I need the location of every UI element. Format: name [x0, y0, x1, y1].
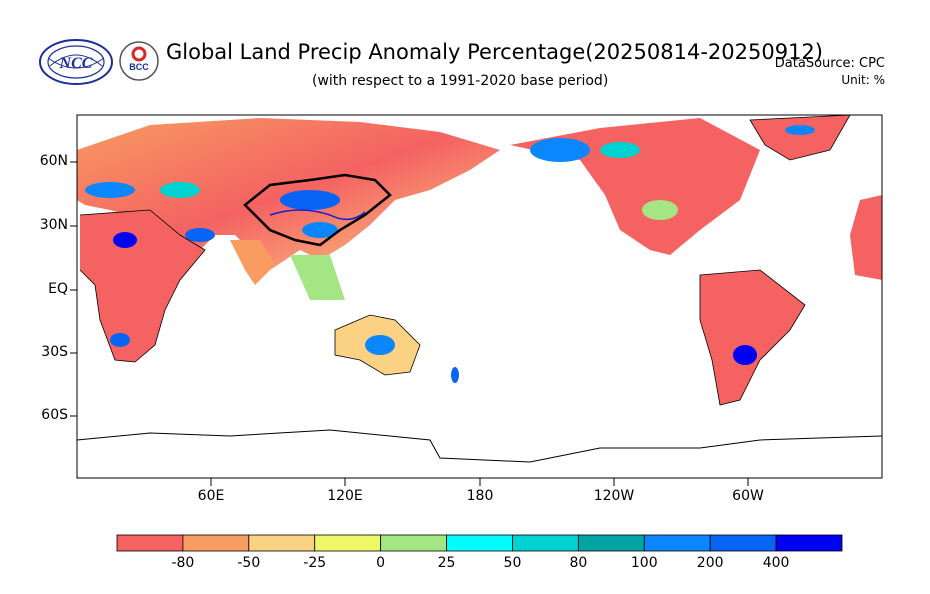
map-title: Global Land Precip Anomaly Percentage(20… — [166, 40, 823, 64]
colorbar-swatch — [248, 534, 316, 552]
colorbar-swatch — [446, 534, 513, 552]
colorbar-tick-label: 50 — [503, 555, 522, 571]
lon-label-60w: 60W — [732, 488, 764, 504]
lat-label-60n: 60N — [39, 153, 68, 169]
colorbar-tick-label: 0 — [376, 555, 386, 571]
colorbar-tick-label: -25 — [303, 555, 327, 571]
unit-label: Unit: % — [841, 73, 885, 87]
bcc-logo: BCC — [119, 41, 159, 81]
lat-label-30s: 30S — [41, 344, 68, 360]
data-source: DataSource: CPC — [774, 56, 885, 71]
colorbar-swatch — [577, 534, 645, 552]
antarctica-coastline — [76, 429, 883, 463]
lat-label-60s: 60S — [41, 407, 68, 423]
map-subtitle: (with respect to a 1991-2020 base period… — [312, 73, 609, 89]
colorbar-swatch — [380, 534, 447, 552]
colorbar-swatch — [775, 534, 843, 552]
colorbar-swatch — [643, 534, 711, 552]
colorbar-tick-label: 100 — [630, 555, 658, 571]
lon-label-120e: 120E — [327, 488, 363, 504]
colorbar-swatch — [116, 534, 184, 552]
colorbar-swatch — [512, 534, 579, 552]
ncc-logo-text: NCC — [59, 55, 93, 72]
lon-ticks — [210, 478, 749, 486]
china-boundary — [243, 173, 392, 247]
colorbar-swatch — [314, 534, 382, 552]
ncc-logo: NCC — [39, 39, 113, 85]
colorbar-tick-label: 400 — [762, 555, 790, 571]
lat-label-eq: EQ — [48, 281, 68, 297]
bcc-logo-text: BCC — [129, 62, 149, 72]
land-fill — [77, 115, 882, 405]
coastlines — [79, 114, 851, 406]
lat-label-30n: 30N — [39, 217, 68, 233]
colorbar-swatch — [182, 534, 250, 552]
river-lines — [269, 209, 366, 221]
colorbar-tick-label: 200 — [696, 555, 724, 571]
lat-ticks — [70, 161, 77, 417]
colorbar-tick-label: 25 — [437, 555, 456, 571]
colorbar-swatch — [709, 534, 777, 552]
colorbar-tick-label: 80 — [569, 555, 588, 571]
lon-label-60e: 60E — [197, 488, 225, 504]
colorbar-tick-label: -80 — [171, 555, 195, 571]
lon-label-120w: 120W — [593, 488, 635, 504]
lon-label-180: 180 — [466, 488, 494, 504]
colorbar-tick-label: -50 — [237, 555, 261, 571]
